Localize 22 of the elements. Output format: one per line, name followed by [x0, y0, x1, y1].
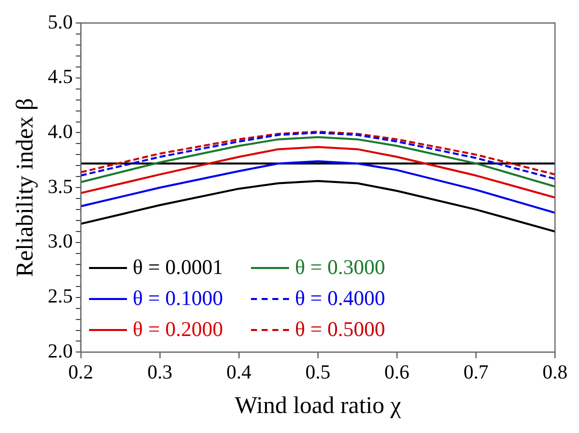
x-tick-label: 0.6 [384, 361, 410, 384]
y-tick-label: 2.0 [48, 340, 73, 362]
legend-label: θ = 0.0001 [132, 255, 223, 280]
y-tick-label: 4.5 [48, 66, 73, 88]
y-tick-label: 3.0 [48, 230, 73, 253]
x-tick-label: 0.3 [147, 361, 172, 384]
x-tick-label: 0.5 [305, 361, 330, 384]
legend-label: θ = 0.2000 [132, 317, 223, 342]
y-tick-label: 5.0 [48, 11, 73, 34]
legend-label: θ = 0.5000 [294, 317, 386, 342]
x-axis-title: Wind load ratio χ [234, 392, 402, 419]
legend-label: θ = 0.3000 [294, 255, 386, 280]
y-tick-label: 4.0 [48, 120, 73, 143]
x-tick-label: 0.8 [542, 361, 568, 384]
y-axis-title: Reliability index β [12, 98, 39, 278]
x-tick-label: 0.4 [226, 361, 252, 384]
x-tick-label: 0.7 [463, 361, 488, 384]
legend-label: θ = 0.4000 [294, 286, 386, 312]
legend-label: θ = 0.1000 [132, 286, 223, 312]
y-tick-label: 3.5 [48, 176, 73, 198]
y-tick-label: 2.5 [48, 286, 73, 308]
x-tick-label: 0.2 [68, 361, 94, 384]
